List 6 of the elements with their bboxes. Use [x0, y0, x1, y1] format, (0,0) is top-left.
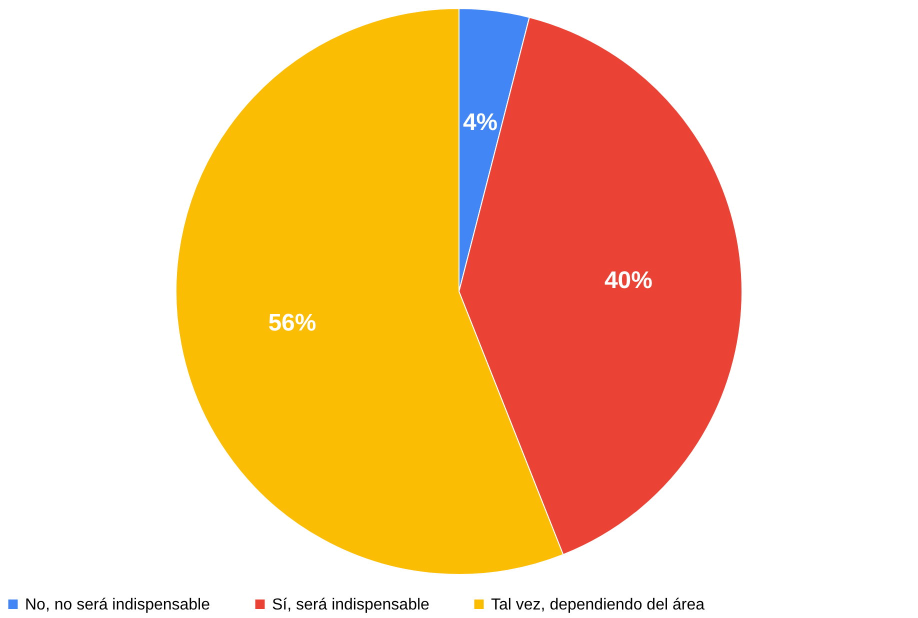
- data-label: 40%: [604, 266, 652, 294]
- data-label: 4%: [462, 109, 498, 136]
- data-label: 56%: [268, 309, 316, 336]
- legend-label: Tal vez, dependiendo del área: [491, 596, 705, 614]
- legend-label: Sí, será indispensable: [272, 596, 430, 614]
- legend-label: No, no será indispensable: [25, 596, 210, 614]
